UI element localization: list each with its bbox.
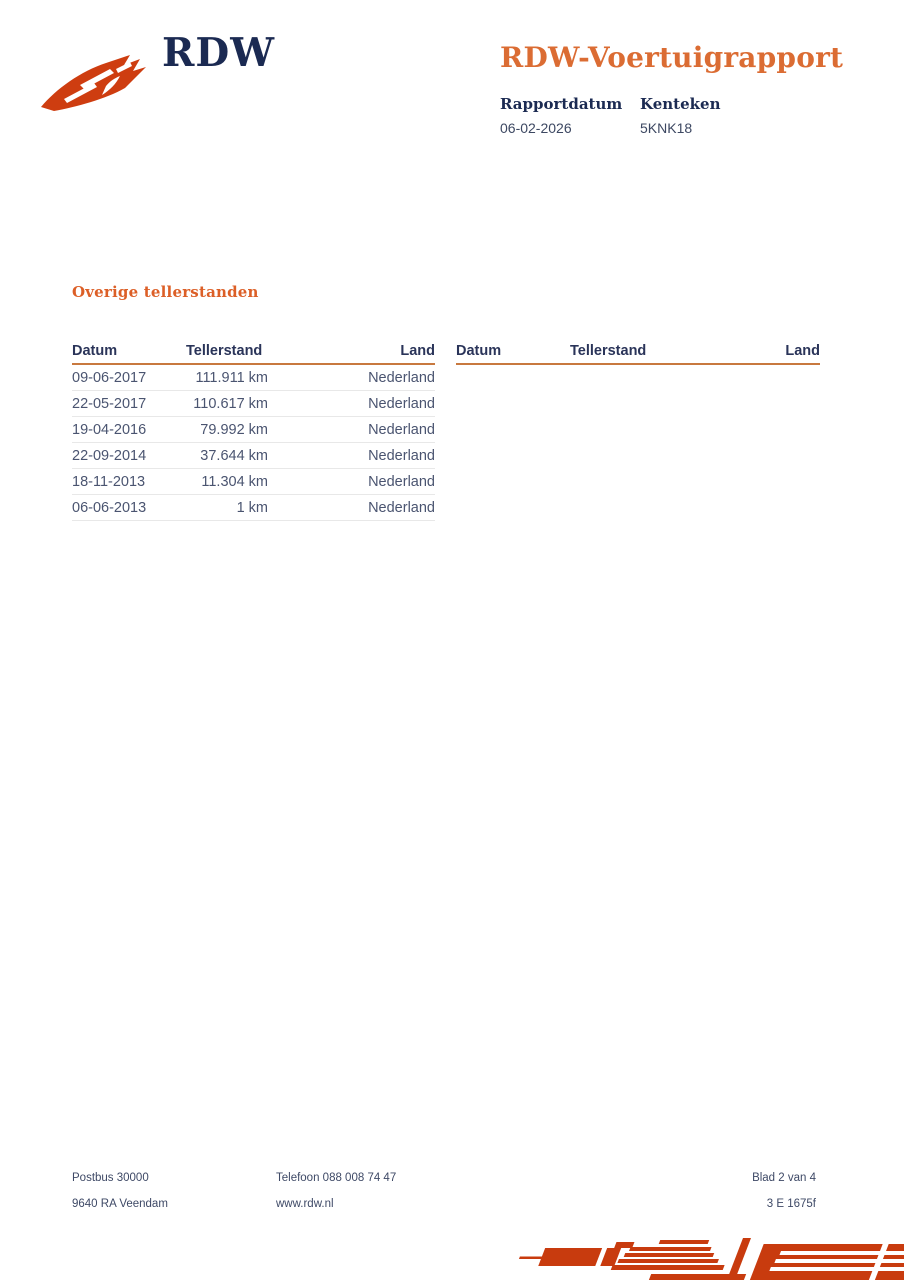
footer-postbus: Postbus 30000: [72, 1172, 149, 1184]
odometer-table-right: Datum Tellerstand Land: [456, 341, 820, 365]
rdw-feather-logo-icon: [41, 55, 146, 111]
cell-land: Nederland: [268, 442, 435, 469]
footer-pagination: Blad 2 van 4 3 E 1675f: [752, 1172, 816, 1224]
footer-contact: Telefoon 088 008 74 47 www.rdw.nl: [276, 1172, 397, 1224]
cell-tellerstand: 37.644 km: [186, 442, 268, 469]
table-row: 18-11-2013 11.304 km Nederland: [72, 468, 435, 495]
column-header-datum: Datum: [72, 341, 186, 365]
table-row: 19-04-2016 79.992 km Nederland: [72, 416, 435, 443]
cell-datum: 18-11-2013: [72, 468, 186, 495]
cell-tellerstand: 110.617 km: [186, 390, 268, 417]
license-plate-value: 5KNK18: [640, 120, 693, 136]
cell-land: Nederland: [268, 364, 435, 391]
table-header-row: Datum Tellerstand Land: [72, 341, 435, 365]
license-plate-label: Kenteken: [640, 95, 721, 113]
table-header-row: Datum Tellerstand Land: [456, 341, 820, 365]
cell-tellerstand: 79.992 km: [186, 416, 268, 443]
report-date-block: Rapportdatum 06-02-2026: [500, 95, 640, 136]
page-title: RDW-Voertuigrapport: [500, 41, 844, 74]
table-row: 09-06-2017 111.911 km Nederland: [72, 364, 435, 391]
report-meta: Rapportdatum 06-02-2026 Kenteken 5KNK18: [500, 95, 780, 136]
footer-document-code: 3 E 1675f: [766, 1197, 816, 1210]
cell-land: Nederland: [268, 390, 435, 417]
report-date-label: Rapportdatum: [500, 95, 623, 113]
table-row: 22-09-2014 37.644 km Nederland: [72, 442, 435, 469]
footer-stripes-graphic: [518, 1238, 904, 1280]
cell-land: Nederland: [268, 468, 435, 495]
odometer-table-left: Datum Tellerstand Land 09-06-2017 111.91…: [72, 341, 435, 521]
cell-tellerstand: 1 km: [186, 494, 268, 521]
cell-datum: 06-06-2013: [72, 494, 186, 521]
footer-website: www.rdw.nl: [276, 1197, 334, 1210]
cell-datum: 22-05-2017: [72, 390, 186, 417]
cell-datum: 09-06-2017: [72, 364, 186, 391]
table-row: 22-05-2017 110.617 km Nederland: [72, 390, 435, 417]
footer-address: Postbus 30000 9640 RA Veendam: [72, 1172, 168, 1224]
column-header-tellerstand: Tellerstand: [570, 341, 652, 365]
odometer-tables: Datum Tellerstand Land 09-06-2017 111.91…: [72, 341, 820, 521]
footer-page-indicator: Blad 2 van 4: [752, 1172, 816, 1184]
column-header-datum: Datum: [456, 341, 570, 365]
section-heading-overige-tellerstanden: Overige tellerstanden: [72, 283, 259, 301]
footer-city: 9640 RA Veendam: [72, 1197, 168, 1210]
cell-datum: 19-04-2016: [72, 416, 186, 443]
report-date-value: 06-02-2026: [500, 120, 572, 136]
column-header-land: Land: [652, 341, 820, 365]
table-row: 06-06-2013 1 km Nederland: [72, 494, 435, 521]
footer-phone: Telefoon 088 008 74 47: [276, 1172, 397, 1184]
cell-tellerstand: 11.304 km: [186, 468, 268, 495]
cell-tellerstand: 111.911 km: [186, 364, 268, 391]
cell-land: Nederland: [268, 416, 435, 443]
license-plate-block: Kenteken 5KNK18: [640, 95, 780, 136]
rdw-wordmark: RDW: [162, 30, 276, 76]
cell-datum: 22-09-2014: [72, 442, 186, 469]
column-header-tellerstand: Tellerstand: [186, 341, 268, 365]
column-header-land: Land: [268, 341, 435, 365]
cell-land: Nederland: [268, 494, 435, 521]
